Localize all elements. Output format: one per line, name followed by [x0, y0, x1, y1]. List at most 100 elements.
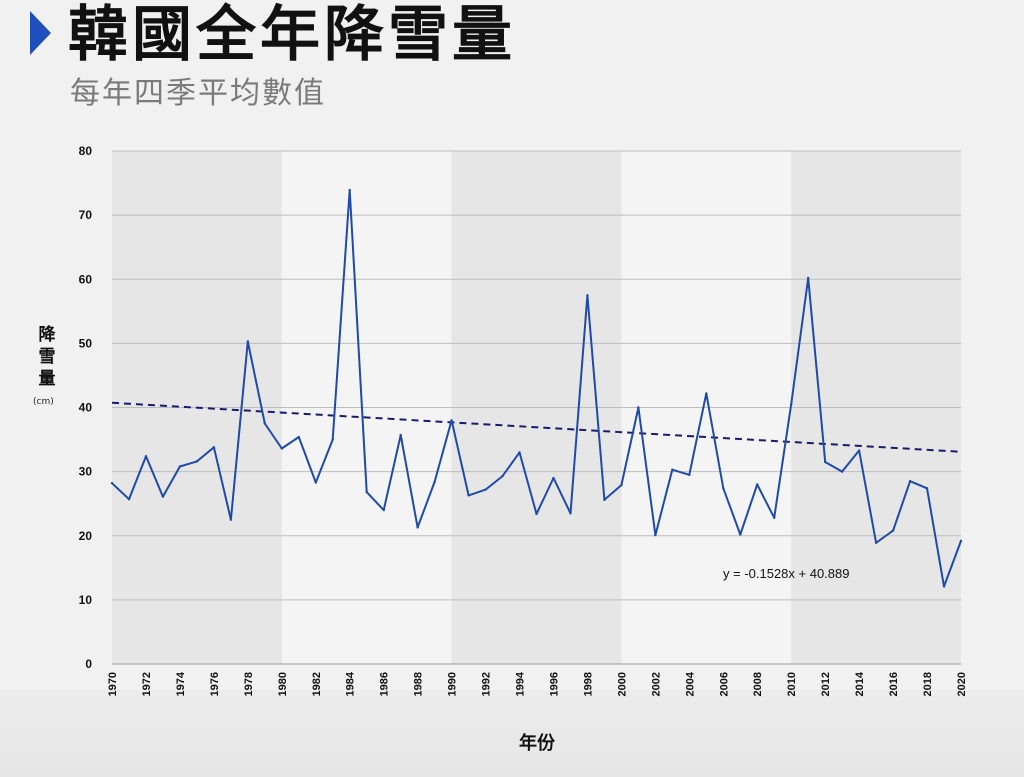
x-tick-label: 1978	[243, 672, 255, 696]
title-triangle-icon	[30, 11, 51, 55]
y-tick-label: 10	[79, 593, 93, 607]
trendline-equation: y = -0.1528x + 40.889	[723, 566, 849, 581]
data-point	[501, 474, 504, 478]
data-point	[535, 512, 538, 516]
x-tick-label: 1996	[548, 672, 560, 696]
x-tick-label: 1994	[515, 671, 527, 696]
data-point	[365, 490, 368, 494]
x-tick-label: 2012	[820, 672, 832, 696]
data-point	[620, 483, 623, 487]
y-tick-label: 70	[79, 208, 93, 222]
trendline	[111, 401, 962, 453]
data-point	[739, 533, 742, 536]
data-point	[874, 541, 878, 545]
x-tick-label: 1998	[582, 672, 594, 696]
data-point	[416, 526, 419, 529]
x-axis-label: 年份	[519, 733, 555, 754]
data-point	[212, 446, 216, 449]
data-point	[552, 476, 555, 480]
y-tick-label: 40	[79, 401, 93, 415]
x-tick-label: 2018	[922, 672, 934, 696]
data-point	[348, 188, 351, 192]
data-point	[433, 480, 436, 484]
y-tick-label: 80	[79, 144, 93, 158]
x-tick-label: 1982	[311, 672, 323, 696]
data-point	[178, 465, 182, 468]
y-axis-label-char: 雪	[38, 347, 56, 367]
data-point	[891, 529, 895, 532]
page-subtitle: 每年四季平均數值	[70, 76, 326, 111]
x-tick-label: 2000	[616, 672, 628, 696]
x-tick-label: 1972	[141, 672, 153, 696]
data-point	[229, 518, 233, 521]
data-point	[144, 455, 148, 458]
y-axis-label: 降雪量	[36, 324, 58, 390]
gridlines	[112, 150, 961, 665]
data-point	[959, 539, 963, 543]
data-point	[908, 480, 912, 483]
x-tick-label: 1984	[345, 671, 357, 696]
x-tick-label: 1974	[175, 671, 187, 696]
x-tick-label: 1992	[481, 672, 493, 696]
data-point	[246, 340, 250, 343]
data-point	[806, 276, 810, 280]
y-tick-label: 0	[85, 657, 92, 671]
data-point	[756, 483, 759, 486]
data-point	[840, 470, 844, 473]
x-tick-label: 2014	[854, 671, 866, 696]
x-tick-label: 2004	[684, 671, 696, 696]
data-point	[569, 512, 572, 515]
data-point	[603, 498, 606, 502]
data-point	[382, 508, 385, 512]
x-tick-label: 1970	[107, 672, 119, 696]
data-point	[705, 392, 708, 395]
x-tick-label: 1986	[379, 672, 391, 696]
data-point	[790, 403, 793, 406]
equation-group: y = -0.1528x + 40.889	[723, 566, 849, 581]
data-point	[263, 422, 267, 425]
data-point	[857, 449, 861, 452]
x-tick-labels: 1970 1972 1974 1976 1978 1980 1982 1984 1986 1988…	[107, 671, 968, 696]
x-tick-label: 1980	[277, 672, 289, 696]
x-tick-label: 2020	[956, 672, 968, 696]
data-point	[127, 497, 131, 501]
data-point	[331, 438, 334, 441]
y-axis-unit: (cm)	[33, 397, 54, 407]
x-tick-label: 2016	[888, 672, 900, 696]
data-point	[942, 585, 946, 588]
y-tick-label: 60	[79, 272, 93, 286]
data-point	[280, 447, 283, 450]
x-tick-label: 2010	[786, 672, 798, 696]
bottom-band	[0, 690, 1024, 777]
data-point	[586, 294, 589, 297]
data-point	[297, 435, 300, 439]
data-point	[195, 460, 199, 463]
data-point	[637, 406, 640, 409]
data-point	[161, 495, 165, 498]
data-point	[773, 516, 776, 519]
data-point	[399, 433, 402, 437]
data-point	[484, 488, 487, 491]
data-point	[450, 419, 453, 422]
x-tick-label: 1990	[447, 672, 459, 696]
y-axis-label-char: 量	[38, 369, 56, 389]
data-point	[314, 481, 317, 484]
data-points	[110, 188, 963, 588]
y-tick-label: 30	[79, 465, 93, 479]
y-tick-label: 50	[79, 336, 93, 350]
data-point	[925, 487, 929, 490]
x-tick-label: 1988	[413, 672, 425, 696]
data-point	[688, 473, 691, 477]
y-tick-label: 20	[79, 529, 93, 543]
data-point	[467, 494, 470, 497]
x-tick-label: 2006	[718, 672, 730, 696]
data-point	[722, 487, 725, 490]
data-point	[518, 451, 521, 454]
data-point	[823, 460, 827, 464]
y-axis-label-char: 降	[38, 325, 56, 345]
data-point	[654, 533, 657, 537]
x-tick-label: 2002	[650, 672, 662, 696]
y-tick-labels: 0 10 20 30 40 50 60 70 80	[79, 144, 93, 671]
page-title: 韓國全年降雪量	[68, 0, 516, 70]
